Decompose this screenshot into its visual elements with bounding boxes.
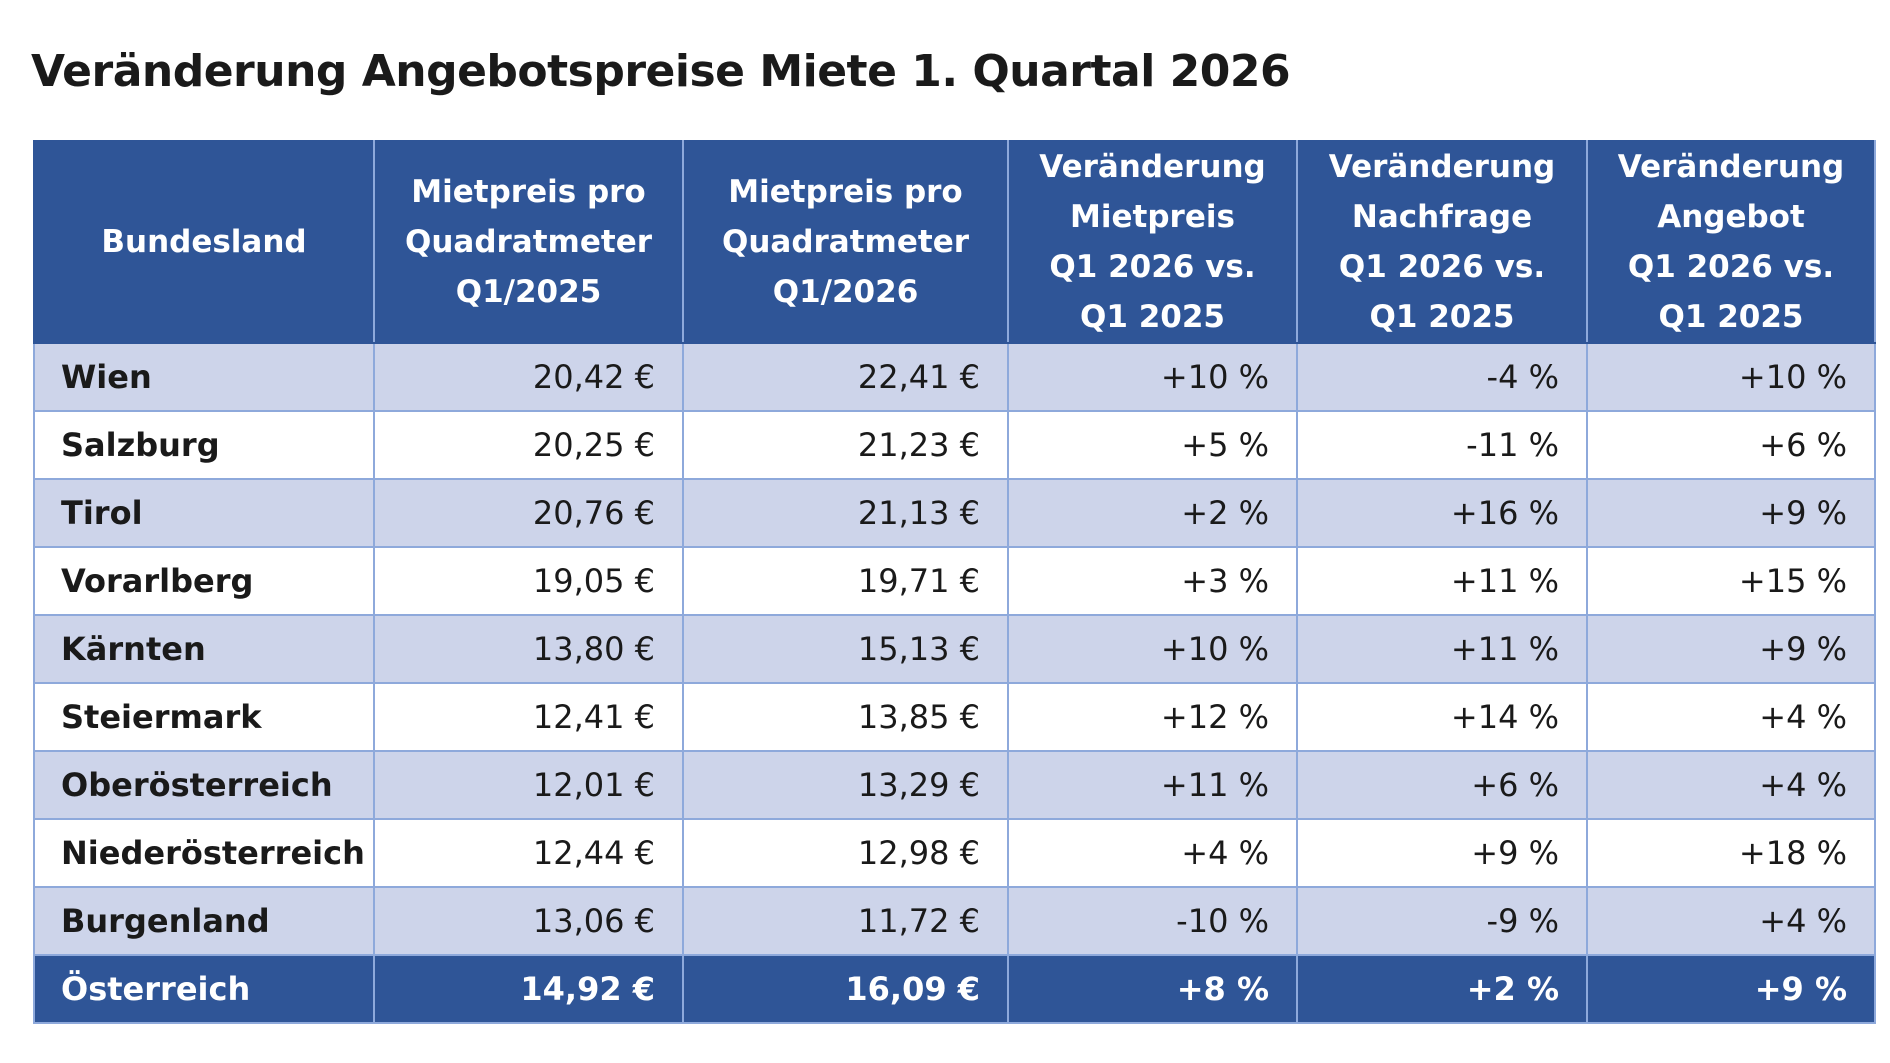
row-label: Wien bbox=[33, 342, 375, 412]
row-label: Burgenland bbox=[33, 886, 375, 956]
cell: 14,92 € bbox=[373, 954, 684, 1024]
cell: +16 % bbox=[1296, 478, 1588, 548]
cell: 21,13 € bbox=[682, 478, 1009, 548]
row-label: Tirol bbox=[33, 478, 375, 548]
cell: +10 % bbox=[1007, 614, 1298, 684]
header-cell: Veränderung Nachfrage Q1 2026 vs. Q1 202… bbox=[1296, 140, 1588, 344]
cell: 13,29 € bbox=[682, 750, 1009, 820]
cell: 20,42 € bbox=[373, 342, 684, 412]
row-label: Vorarlberg bbox=[33, 546, 375, 616]
cell: 13,80 € bbox=[373, 614, 684, 684]
cell: -4 % bbox=[1296, 342, 1588, 412]
cell: 19,05 € bbox=[373, 546, 684, 616]
cell: +4 % bbox=[1586, 682, 1876, 752]
header-cell: Bundesland bbox=[33, 140, 375, 344]
cell: +15 % bbox=[1586, 546, 1876, 616]
cell: +11 % bbox=[1007, 750, 1298, 820]
table-row: Niederösterreich 12,44 €12,98 € +4 % +9 % +1… bbox=[33, 818, 1876, 888]
cell: +11 % bbox=[1296, 614, 1588, 684]
cell: 20,25 € bbox=[373, 410, 684, 480]
cell: +18 % bbox=[1586, 818, 1876, 888]
cell: 12,41 € bbox=[373, 682, 684, 752]
cell: 21,23 € bbox=[682, 410, 1009, 480]
header-cell: Veränderung Angebot Q1 2026 vs. Q1 2025 bbox=[1586, 140, 1876, 344]
header-cell: Mietpreis pro Quadratmeter Q1/2026 bbox=[682, 140, 1009, 344]
cell: 19,71 € bbox=[682, 546, 1009, 616]
cell: -10 % bbox=[1007, 886, 1298, 956]
cell: +2 % bbox=[1296, 954, 1588, 1024]
cell: +12 % bbox=[1007, 682, 1298, 752]
row-label: Österreich bbox=[33, 954, 375, 1024]
cell: -9 % bbox=[1296, 886, 1588, 956]
cell: +9 % bbox=[1586, 614, 1876, 684]
cell: 13,85 € bbox=[682, 682, 1009, 752]
cell: 16,09 € bbox=[682, 954, 1009, 1024]
table-row: Wien 20,42 €22,41 € +10 % -4 % +10 % bbox=[33, 342, 1876, 412]
cell: 13,06 € bbox=[373, 886, 684, 956]
header-row: Bundesland Mietpreis pro Quadratmeter Q1/… bbox=[33, 140, 1876, 344]
header-cell: Veränderung Mietpreis Q1 2026 vs. Q1 202… bbox=[1007, 140, 1298, 344]
cell: +5 % bbox=[1007, 410, 1298, 480]
cell: +4 % bbox=[1007, 818, 1298, 888]
cell: +2 % bbox=[1007, 478, 1298, 548]
table-row: Burgenland 13,06 €11,72 € -10 % -9 % +4 % bbox=[33, 886, 1876, 956]
cell: 15,13 € bbox=[682, 614, 1009, 684]
cell: 12,98 € bbox=[682, 818, 1009, 888]
cell: +3 % bbox=[1007, 546, 1298, 616]
cell: +4 % bbox=[1586, 886, 1876, 956]
cell: +10 % bbox=[1007, 342, 1298, 412]
total-row: Österreich 14,92 €16,09 € +8 % +2 % +9 % bbox=[33, 954, 1876, 1024]
cell: 20,76 € bbox=[373, 478, 684, 548]
cell: +6 % bbox=[1586, 410, 1876, 480]
cell: 12,44 € bbox=[373, 818, 684, 888]
cell: 12,01 € bbox=[373, 750, 684, 820]
cell: +11 % bbox=[1296, 546, 1588, 616]
cell: +9 % bbox=[1586, 478, 1876, 548]
header-cell: Mietpreis pro Quadratmeter Q1/2025 bbox=[373, 140, 684, 344]
table: Bundesland Mietpreis pro Quadratmeter Q1/… bbox=[33, 140, 1876, 1024]
cell: +9 % bbox=[1296, 818, 1588, 888]
cell: +14 % bbox=[1296, 682, 1588, 752]
row-label: Oberösterreich bbox=[33, 750, 375, 820]
table-row: Vorarlberg 19,05 €19,71 € +3 % +11 % +15 % bbox=[33, 546, 1876, 616]
cell: +10 % bbox=[1586, 342, 1876, 412]
title: Veränderung Angebotspreise Miete 1. Quar… bbox=[31, 46, 1291, 97]
table-row: Oberösterreich 12,01 €13,29 € +11 % +6 % +4 … bbox=[33, 750, 1876, 820]
table-row: Steiermark 12,41 €13,85 € +12 % +14 % +4 % bbox=[33, 682, 1876, 752]
table-row: Tirol 20,76 €21,13 € +2 % +16 % +9 % bbox=[33, 478, 1876, 548]
row-label: Niederösterreich bbox=[33, 818, 375, 888]
cell: +4 % bbox=[1586, 750, 1876, 820]
cell: 11,72 € bbox=[682, 886, 1009, 956]
cell: 22,41 € bbox=[682, 342, 1009, 412]
cell: +6 % bbox=[1296, 750, 1588, 820]
cell: +8 % bbox=[1007, 954, 1298, 1024]
table-row: Kärnten 13,80 €15,13 € +10 % +11 % +9 % bbox=[33, 614, 1876, 684]
row-label: Salzburg bbox=[33, 410, 375, 480]
row-label: Kärnten bbox=[33, 614, 375, 684]
cell: +9 % bbox=[1586, 954, 1876, 1024]
cell: -11 % bbox=[1296, 410, 1588, 480]
row-label: Steiermark bbox=[33, 682, 375, 752]
table-body: Wien 20,42 €22,41 € +10 % -4 % +10 % Salzburg… bbox=[33, 342, 1876, 1024]
table-row: Salzburg 20,25 €21,23 € +5 % -11 % +6 % bbox=[33, 410, 1876, 480]
